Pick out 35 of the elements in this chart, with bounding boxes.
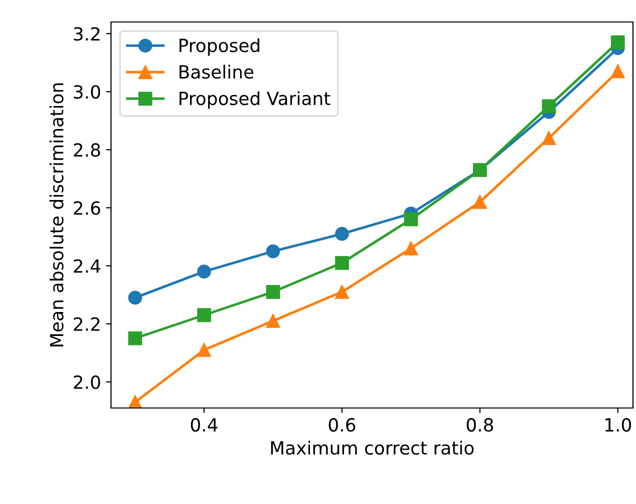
legend-label: Proposed Variant: [180, 91, 330, 109]
point: [542, 99, 556, 114]
point: [472, 194, 487, 209]
point: [542, 131, 556, 146]
point: [335, 226, 349, 241]
point: [610, 64, 625, 78]
point: [197, 343, 212, 357]
point: [128, 331, 142, 346]
point: [266, 314, 280, 328]
point: [610, 35, 625, 50]
x-tick-label: 0.4: [190, 418, 218, 432]
point: [335, 256, 349, 270]
point: [266, 284, 280, 299]
point: [335, 284, 349, 299]
point: [128, 290, 142, 305]
point: [128, 395, 142, 408]
y-tick-label: 3.0: [74, 85, 100, 99]
point: [197, 264, 212, 279]
x-tick-label: 0.6: [328, 418, 356, 432]
legend-label: Baseline: [180, 64, 254, 79]
point: [404, 212, 418, 226]
y-tick-label: 2.8: [74, 143, 100, 157]
y-tick-label: 2.6: [74, 201, 100, 215]
point: [404, 241, 418, 256]
x-tick-label: 0.8: [466, 418, 494, 432]
y-tick-label: 2.4: [74, 259, 100, 273]
point: [197, 308, 212, 322]
y-tick-label: 3.2: [74, 27, 100, 41]
point: [266, 244, 280, 258]
y-axis-title: Mean absolute discrimination: [50, 83, 64, 346]
y-tick-label: 2.0: [74, 375, 100, 389]
x-tick-label: 1.0: [605, 418, 631, 432]
x-axis-title: Maximum correct ratio: [271, 440, 474, 455]
legend-label: Proposed: [180, 38, 260, 56]
y-tick-label: 2.2: [74, 317, 100, 331]
